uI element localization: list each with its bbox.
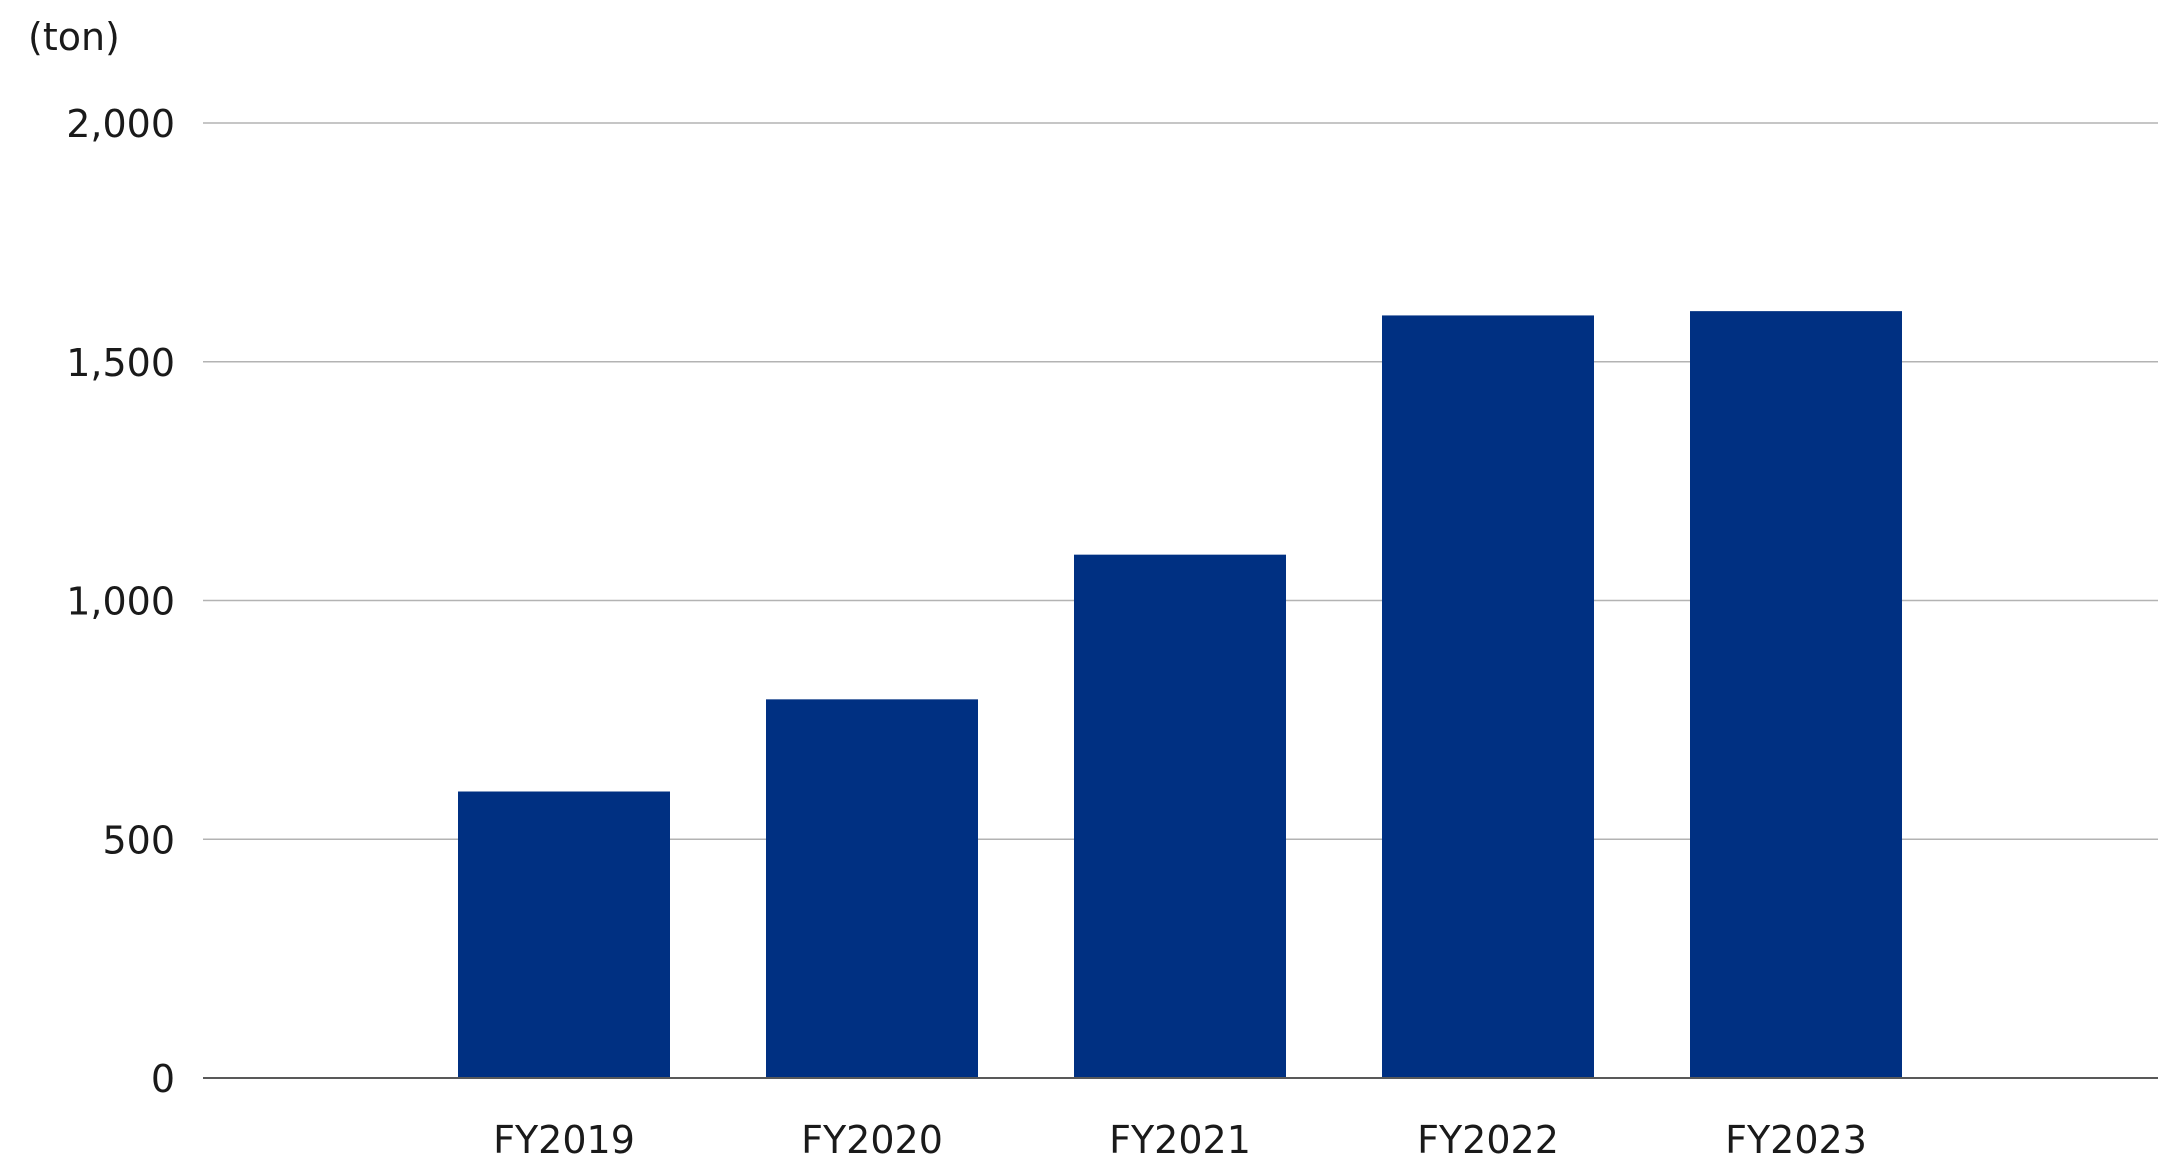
bar [458,791,670,1078]
x-tick-label: FY2019 [493,1118,635,1162]
y-tick-label: 2,000 [66,102,175,146]
x-tick-label: FY2021 [1109,1118,1251,1162]
y-axis-ticks: 0 500 1,000 1,500 2,000 [66,102,175,1101]
x-tick-label: FY2022 [1417,1118,1559,1162]
y-tick-label: 1,500 [66,341,175,385]
bar [1382,315,1594,1078]
x-tick-label: FY2023 [1725,1118,1867,1162]
y-tick-label: 1,000 [66,580,175,624]
x-tick-label: FY2020 [801,1118,943,1162]
y-tick-label: 0 [151,1057,175,1101]
bars [458,311,1902,1078]
bar [1690,311,1902,1078]
bar [1074,554,1286,1078]
y-axis-unit-label: (ton) [28,15,120,59]
x-axis-ticks: FY2019 FY2020 FY2021 FY2022 FY2023 [493,1118,1867,1162]
y-tick-label: 500 [102,818,175,862]
bar [766,699,978,1078]
